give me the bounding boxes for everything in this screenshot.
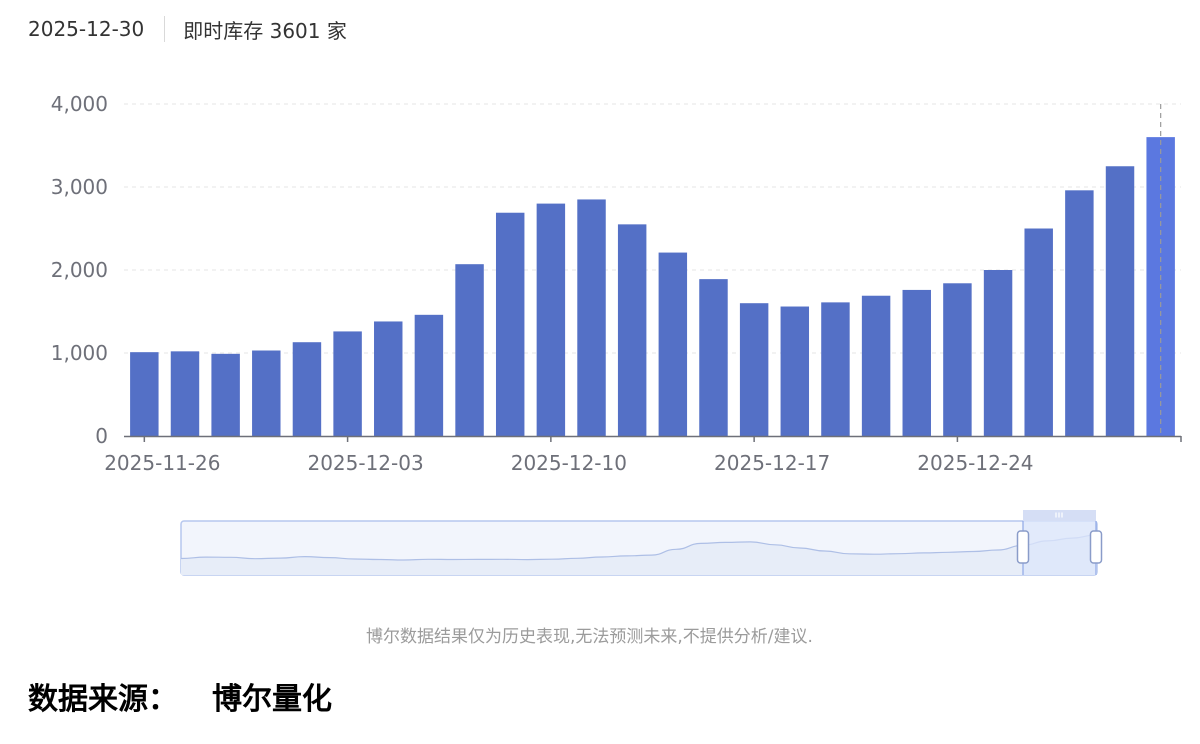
y-tick-label: 4,000	[51, 92, 108, 116]
bar[interactable]	[455, 264, 484, 436]
bar[interactable]	[1065, 190, 1094, 436]
zoom-overview-area	[181, 534, 1097, 575]
bar[interactable]	[902, 289, 931, 436]
bar[interactable]	[536, 203, 566, 436]
bar[interactable]	[699, 279, 728, 436]
y-tick-label: 2,000	[51, 258, 108, 282]
bar[interactable]	[1105, 166, 1135, 436]
disclaimer-text: 博尔数据结果仅为历史表现,无法预测未来,不提供分析/建议.	[366, 627, 813, 647]
bar[interactable]	[333, 331, 362, 436]
data-zoom-slider[interactable]	[180, 510, 1103, 576]
data-source-label: 数据来源：	[28, 682, 178, 717]
chart-header: 2025-12-30 即时库存 3601 家	[28, 14, 347, 44]
zoom-resize-handle[interactable]	[1089, 530, 1103, 564]
bar[interactable]	[658, 252, 688, 436]
bar[interactable]	[495, 212, 525, 436]
bar[interactable]	[130, 352, 159, 436]
x-tick-label: 2025-12-03	[307, 451, 423, 475]
bar[interactable]	[780, 306, 810, 436]
inventory-count: 即时库存 3601 家	[183, 18, 347, 43]
x-tick-label: 2025-12-24	[917, 451, 1033, 475]
zoom-overview-line	[180, 534, 1098, 561]
current-date: 2025-12-30	[28, 17, 145, 41]
x-tick-label: 2025-11-26	[104, 451, 220, 475]
bar[interactable]	[861, 295, 891, 436]
zoom-selected-range[interactable]	[1023, 521, 1096, 575]
bar[interactable]	[983, 270, 1013, 436]
y-tick-label: 0	[95, 424, 108, 448]
bar[interactable]	[821, 302, 850, 436]
bar[interactable]	[211, 353, 240, 436]
bar[interactable]	[170, 351, 200, 436]
zoom-resize-handle[interactable]	[1016, 530, 1030, 564]
bars	[130, 137, 1175, 436]
bar[interactable]	[1024, 228, 1053, 437]
bar[interactable]	[414, 314, 444, 436]
x-axis-ticks: 2025-11-26 2025-12-03 2025-12-10 2025-12-17…	[104, 436, 1034, 475]
header-divider	[164, 16, 166, 42]
x-tick-label: 2025-12-10	[511, 451, 627, 475]
grid-lines	[124, 103, 1181, 354]
bar[interactable]	[374, 321, 403, 436]
x-tick-label: 2025-12-17	[714, 451, 830, 475]
bar[interactable]	[943, 283, 972, 436]
bar-chart: 0 1,000 2,000 3,000 4,000 2025-11-26 2025-12-…	[51, 92, 1182, 576]
bar[interactable]	[292, 342, 322, 436]
bar[interactable]	[252, 350, 281, 436]
data-source-name: 博尔量化	[212, 682, 332, 717]
y-tick-label: 1,000	[51, 341, 108, 365]
bar[interactable]	[577, 199, 606, 436]
y-axis-ticks: 0 1,000 2,000 3,000 4,000	[51, 92, 108, 448]
bar[interactable]	[617, 224, 647, 436]
data-source: 数据来源： 博尔量化	[28, 674, 332, 718]
bar[interactable]	[739, 303, 769, 436]
axes	[124, 104, 1182, 442]
y-tick-label: 3,000	[51, 175, 108, 199]
